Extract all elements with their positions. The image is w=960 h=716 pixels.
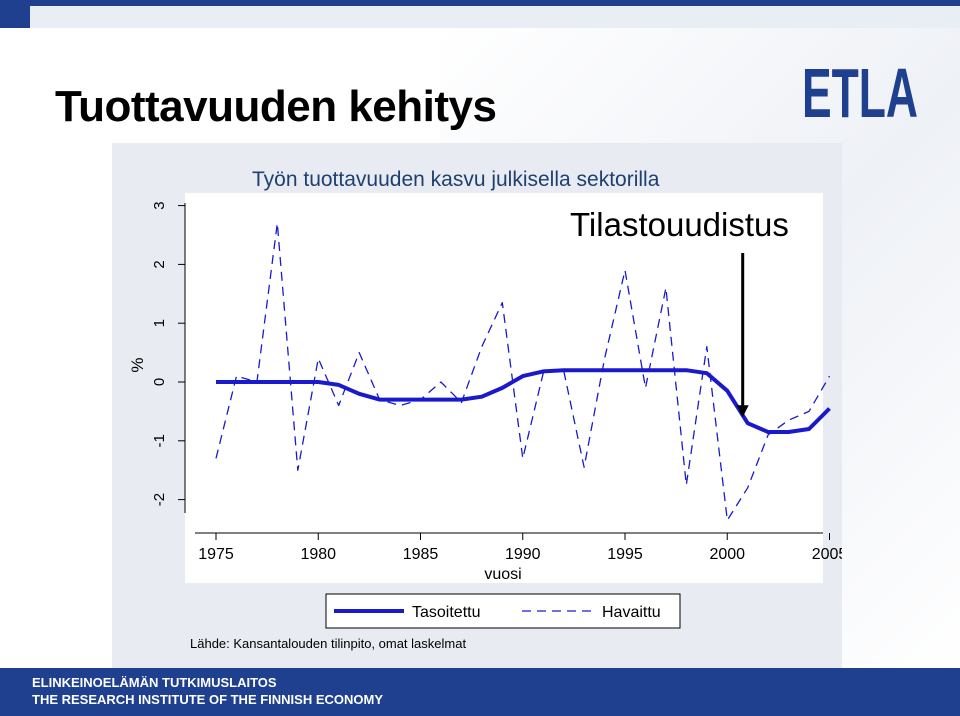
x-tick-label: 1975 [198, 546, 234, 563]
x-tick-label: 1985 [403, 546, 439, 563]
y-tick-label: 3 [151, 201, 168, 209]
x-tick-label: 1995 [607, 546, 643, 563]
y-tick-label: 1 [151, 319, 168, 327]
etla-logo: ETLA [802, 55, 918, 125]
x-tick-label: 1990 [505, 546, 541, 563]
y-axis-label: % [128, 357, 147, 372]
annotation-tilastouudistus: Tilastouudistus [570, 206, 789, 243]
slide-title: Tuottavuuden kehitys [55, 82, 497, 131]
y-tick-label: 2 [151, 260, 168, 268]
y-tick-label: 0 [151, 378, 168, 386]
series-lines [215, 222, 831, 521]
footer-bar [0, 668, 960, 716]
legend-label-tasoitettu: Tasoitettu [412, 604, 480, 621]
x-ticks: 1975 1980 1985 1990 1995 2000 2005 [198, 533, 842, 563]
legend-label-havaittu: Havaittu [602, 604, 661, 621]
y-tick-label: -2 [151, 493, 168, 506]
footer-institute-en: THE RESEARCH INSTITUTE OF THE FINNISH EC… [32, 692, 384, 707]
x-axis-label: vuosi [484, 566, 521, 583]
x-tick-label: 2000 [709, 546, 745, 563]
footer-tab [0, 668, 24, 716]
chart: Työn tuottavuuden kasvu julkisella sekto… [128, 168, 842, 629]
top-banner-highlight [30, 6, 960, 28]
x-tick-label: 2005 [812, 546, 842, 563]
etla-logo-text: ETLA [802, 55, 918, 125]
source-note: Lähde: Kansantalouden tilinpito, omat la… [190, 636, 467, 651]
chart-title: Työn tuottavuuden kasvu julkisella sekto… [252, 168, 660, 191]
y-tick-label: -1 [151, 434, 168, 447]
footer-institute-fi: ELINKEINOELÄMÄN TUTKIMUSLAITOS [32, 675, 277, 690]
series-line-tasoitettu [216, 368, 831, 434]
legend: Tasoitettu Havaittu [325, 593, 681, 629]
x-tick-label: 1980 [300, 546, 336, 563]
annotation-arrow [736, 253, 749, 418]
top-banner [0, 0, 960, 28]
y-ticks: -2 -1 0 1 2 3 [151, 201, 185, 506]
arrow-head [736, 405, 749, 418]
